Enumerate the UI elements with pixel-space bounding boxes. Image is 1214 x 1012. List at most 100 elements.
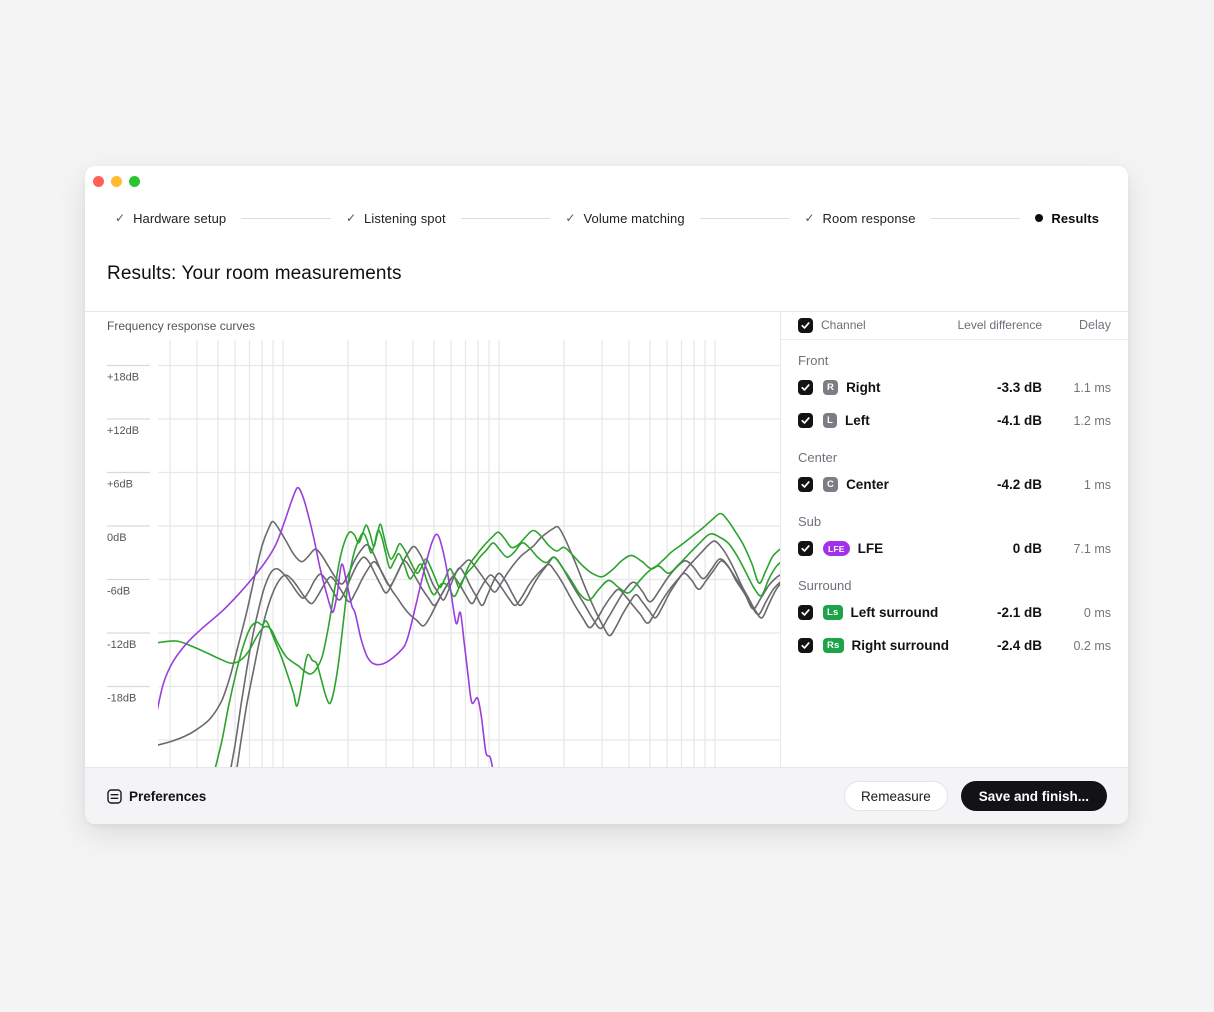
frequency-response-chart: +18dB +12dB +6dB 0dB -6dB -12dB -18dB — [107, 340, 780, 767]
channel-name: Left — [845, 413, 870, 428]
channel-checkbox-center[interactable] — [798, 477, 813, 492]
channel-name: Right — [846, 380, 881, 395]
close-window-icon[interactable] — [93, 176, 104, 187]
frequency-response-panel: Frequency response curves +18dB +12dB +6dB… — [85, 311, 780, 767]
channel-checkbox-left[interactable] — [798, 413, 813, 428]
channel-badge-lfe: LFE — [823, 541, 850, 556]
check-icon — [565, 212, 575, 224]
curve-right-surround — [214, 529, 780, 767]
current-step-dot-icon — [1035, 214, 1044, 222]
step-volume-matching[interactable]: Volume matching — [565, 211, 684, 226]
channel-name: Right surround — [851, 638, 950, 653]
level-difference-value: -2.4 dB — [996, 638, 1042, 653]
curve-right — [236, 525, 780, 767]
app-window: Hardware setup Listening spot Volume mat… — [85, 166, 1128, 824]
step-connector — [930, 217, 1021, 219]
check-icon — [346, 212, 356, 224]
preferences-label: Preferences — [129, 788, 207, 804]
channel-checkbox-right-surround[interactable] — [798, 638, 813, 653]
y-tick-label: +6dB — [107, 479, 133, 491]
channel-list: Front R Right -3.3 dB 1.1 ms L Left -4.1 dB 1.2 … — [781, 340, 1128, 662]
delay-column-header: Delay — [1079, 318, 1111, 332]
channel-row-left-surround: Ls Left surround -2.1 dB 0 ms — [781, 596, 1128, 629]
channel-checkbox-lfe[interactable] — [798, 541, 813, 556]
channel-panel: Channel Level difference Delay Front R Rig… — [780, 311, 1128, 767]
step-listening-spot[interactable]: Listening spot — [346, 211, 446, 226]
curve-left — [230, 556, 780, 767]
level-difference-value: -2.1 dB — [996, 605, 1042, 620]
channel-row-lfe: LFE LFE 0 dB 7.1 ms — [781, 532, 1128, 565]
level-difference-value: -3.3 dB — [996, 380, 1042, 395]
wizard-stepper: Hardware setup Listening spot Volume mat… — [115, 206, 1099, 230]
level-difference-value: -4.1 dB — [996, 413, 1042, 428]
check-icon — [801, 384, 810, 391]
window-controls — [93, 176, 140, 187]
channel-group-label: Surround — [798, 578, 852, 593]
channel-group-label: Front — [798, 353, 829, 368]
delay-value: 1 ms — [1083, 477, 1111, 492]
check-icon — [115, 212, 125, 224]
check-icon — [804, 212, 814, 224]
curve-left-surround — [158, 512, 780, 675]
step-room-response[interactable]: Room response — [804, 210, 916, 226]
zoom-window-icon[interactable] — [129, 176, 140, 187]
chart-title: Frequency response curves — [107, 319, 256, 333]
check-icon — [801, 321, 810, 329]
channel-badge-rs: Rs — [823, 638, 844, 653]
channel-badge-r: R — [823, 380, 839, 395]
curve-center — [158, 520, 780, 746]
step-results[interactable]: Results — [1035, 211, 1099, 226]
channel-row-right: R Right -3.3 dB 1.1 ms — [781, 371, 1128, 404]
level-difference-value: 0 dB — [1012, 541, 1042, 556]
delay-value: 7.1 ms — [1073, 541, 1111, 556]
preferences-button[interactable]: Preferences — [107, 789, 206, 804]
y-tick-label: +18dB — [107, 372, 139, 384]
channel-badge-c: C — [823, 477, 839, 492]
y-tick-label: +12dB — [107, 425, 139, 437]
check-icon — [801, 642, 810, 649]
channel-name: Left surround — [850, 605, 939, 620]
channel-row-right-surround: Rs Right surround -2.4 dB 0.2 ms — [781, 629, 1128, 662]
chart-gridlines — [158, 340, 780, 767]
step-connector — [699, 217, 790, 219]
channel-badge-l: L — [823, 413, 838, 428]
step-label: Hardware setup — [133, 210, 227, 226]
channel-table-header: Channel Level difference Delay — [781, 311, 1128, 340]
content-divider — [85, 311, 1128, 312]
delay-value: 1.2 ms — [1073, 413, 1111, 428]
footer-bar: Preferences Remeasure Save and finish... — [85, 767, 1128, 824]
response-curves — [158, 486, 780, 767]
preferences-icon — [107, 788, 122, 804]
channel-checkbox-right[interactable] — [798, 380, 813, 395]
channel-checkbox-left-surround[interactable] — [798, 605, 813, 620]
channel-group-label: Sub — [798, 514, 822, 529]
y-tick-label: -6dB — [107, 586, 130, 598]
channel-badge-ls: Ls — [823, 605, 843, 620]
channel-group-label: Center — [798, 450, 838, 465]
level-difference-value: -4.2 dB — [996, 477, 1042, 492]
curve-lfe — [158, 486, 494, 767]
select-all-checkbox[interactable] — [798, 317, 813, 333]
channel-name: LFE — [857, 541, 884, 556]
minimize-window-icon[interactable] — [111, 176, 122, 187]
save-and-finish-button[interactable]: Save and finish... — [960, 781, 1107, 811]
y-axis-ticks: +18dB +12dB +6dB 0dB -6dB -12dB -18dB — [107, 364, 150, 705]
channel-row-left: L Left -4.1 dB 1.2 ms — [781, 404, 1128, 437]
channel-column-header: Channel — [821, 318, 866, 332]
step-connector — [241, 217, 331, 219]
y-tick-label: -12dB — [107, 639, 136, 651]
check-icon — [801, 481, 810, 488]
y-tick-label: -18dB — [107, 693, 136, 705]
channel-name: Center — [846, 477, 889, 492]
page-title: Results: Your room measurements — [107, 263, 402, 284]
step-label: Results — [1051, 210, 1100, 226]
check-icon — [801, 417, 810, 424]
step-hardware-setup[interactable]: Hardware setup — [115, 211, 226, 226]
step-connector — [460, 217, 551, 219]
channel-row-center: C Center -4.2 dB 1 ms — [781, 468, 1128, 501]
step-label: Room response — [822, 210, 916, 226]
remeasure-button[interactable]: Remeasure — [843, 781, 948, 811]
y-tick-label: 0dB — [107, 532, 127, 544]
check-icon — [801, 609, 810, 616]
delay-value: 0.2 ms — [1073, 638, 1111, 653]
